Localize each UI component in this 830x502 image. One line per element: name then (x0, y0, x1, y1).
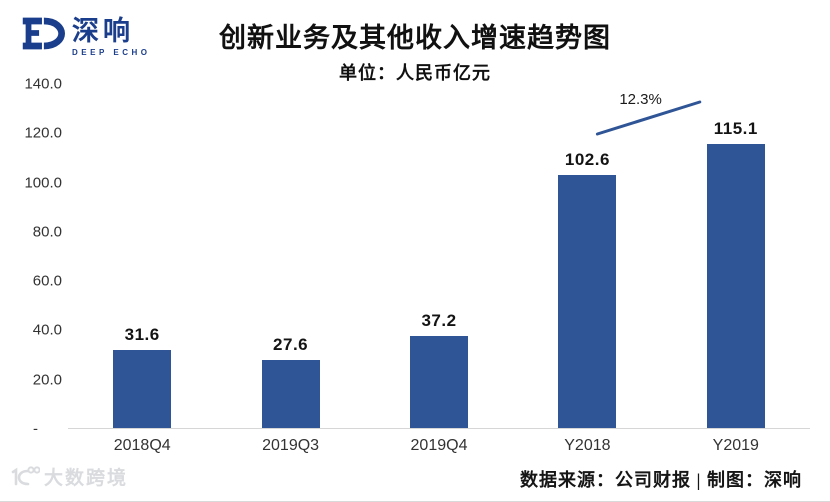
y-axis-tick-label: 100.0 (24, 174, 62, 192)
y-axis: 140.0 120.0 100.0 80.0 60.0 40.0 20.0 - (0, 76, 62, 438)
x-axis-label: 2019Q4 (410, 437, 468, 454)
y-axis-tick-label: 60.0 (32, 272, 62, 290)
source-credit: 数据来源：公司财报 | 制图：深响 (520, 470, 802, 490)
x-axis-label: 2019Q3 (262, 437, 320, 454)
bar-2019Q4 (410, 336, 468, 428)
x-axis-label: 2018Q4 (113, 437, 171, 454)
watermark-logo-icon (11, 465, 40, 485)
growth-rate-label: 12.3% (619, 91, 662, 108)
y-axis-tick-label: 80.0 (32, 223, 62, 241)
bar-value-label: 102.6 (564, 150, 610, 169)
plot-area: 12.3% 31.6 2018Q4 27.6 2019Q3 37.2 2019Q4 102.… (68, 84, 810, 454)
bar-value-label: 37.2 (421, 311, 457, 330)
y-axis-tick-label: 140.0 (24, 75, 62, 93)
growth-annotation-layer (595, 100, 702, 136)
y-axis-tick-label: 40.0 (32, 321, 62, 339)
x-axis-label: Y2019 (712, 437, 759, 454)
watermark: 大数跨境 (10, 463, 128, 490)
y-axis-tick-label: 20.0 (32, 371, 62, 389)
chart-unit-subtitle: 单位：人民币亿元 (339, 63, 491, 83)
bar-value-label: 31.6 (124, 325, 160, 344)
bar-value-label: 27.6 (273, 335, 309, 354)
x-axis-label: Y2018 (564, 437, 611, 454)
brand-logo: 深响 DEEP ECHO (16, 10, 150, 58)
deep-echo-logo-icon (22, 17, 66, 50)
brand-name-cn: 深响 (72, 16, 134, 46)
bar-2019Q3 (262, 360, 320, 428)
brand-name-en: DEEP ECHO (72, 48, 151, 57)
growth-line (595, 100, 702, 136)
y-axis-tick-label: 120.0 (24, 124, 62, 142)
chart-title: 创新业务及其他收入增速趋势图 (219, 23, 611, 53)
watermark-text: 大数跨境 (44, 468, 129, 489)
bar-Y2018 (558, 175, 616, 428)
bar-value-label: 115.1 (713, 119, 758, 138)
bar-2018Q4 (113, 350, 171, 428)
brand-logo-text: 深响 DEEP ECHO (72, 10, 150, 58)
y-axis-tick-label: - (33, 420, 38, 438)
bar-Y2019 (707, 144, 765, 428)
